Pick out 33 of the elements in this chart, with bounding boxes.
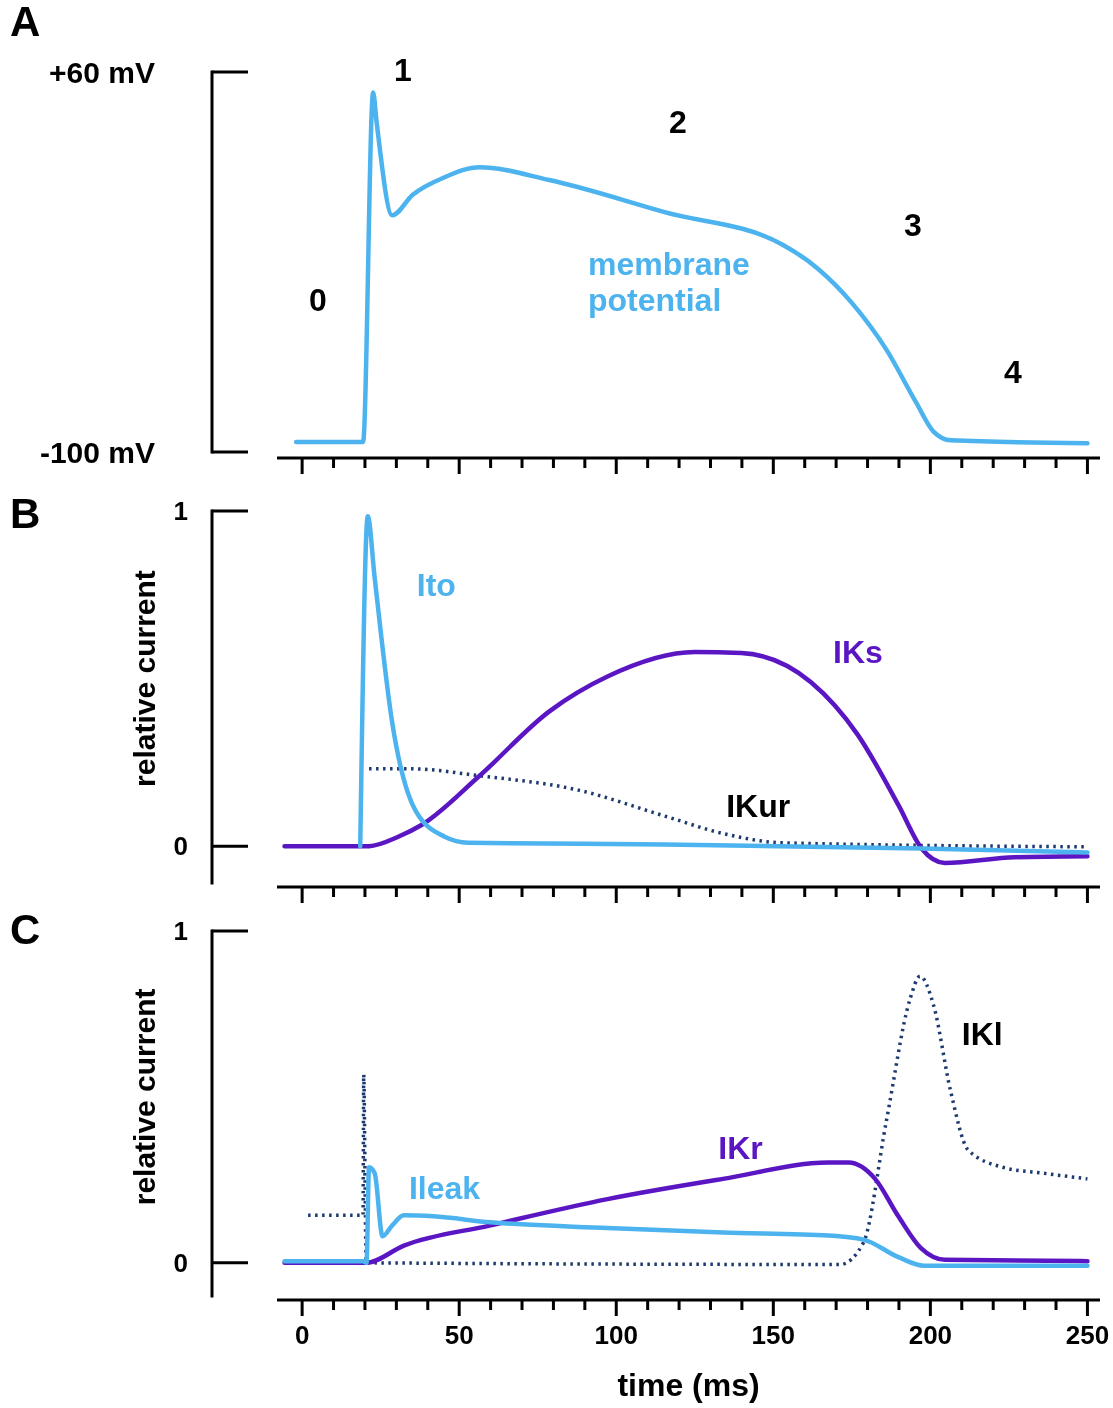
y-tick-label: -100 mV [39,435,155,469]
series-label: Ito [416,566,456,603]
x-tick-label: 200 [908,1320,953,1350]
series-label: IKr [718,1130,763,1167]
x-axis-title: time (ms) [617,1367,760,1403]
y-tick-label: 1 [173,496,188,527]
annotation: 1 [394,52,412,89]
annotation: 4 [1004,354,1023,391]
line-series [293,90,1090,446]
y-axis-title: relative current [128,570,161,787]
series-label: IKl [961,1016,1003,1053]
chart-title: A [10,0,41,45]
series-label: IKs [833,633,883,670]
y-tick-label: 0 [173,1247,188,1278]
line-series [306,974,1090,1267]
series-label: Ileak [408,1170,481,1207]
series-label: IKur [726,788,791,825]
line-series [357,514,1090,855]
annotation: 0 [309,282,327,319]
annotation: 2 [669,104,687,141]
y-tick-label: +60 mV [49,55,155,89]
annotation: 3 [904,207,922,244]
x-tick-label: 50 [444,1320,474,1350]
y-tick-label: 0 [173,831,188,862]
chart-title: B [10,490,41,537]
x-tick-label: 150 [751,1320,796,1350]
chart-title: C [10,906,41,953]
y-tick-label: 1 [173,916,188,947]
series-label: membrane potential [587,245,750,319]
x-tick-label: 250 [1065,1320,1110,1350]
x-tick-label: 100 [594,1320,638,1350]
y-axis-title: relative current [128,988,161,1206]
x-tick-label: 0 [294,1320,310,1350]
